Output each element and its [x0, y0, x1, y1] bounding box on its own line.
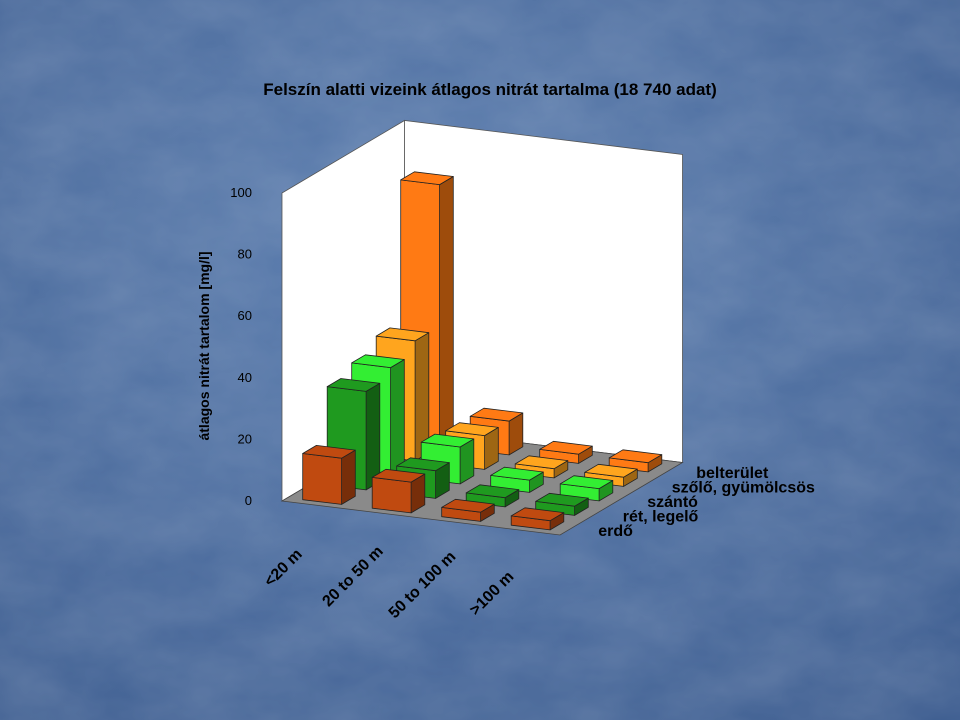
chart-title: Felszín alatti vizeink átlagos nitrát ta…: [263, 80, 717, 99]
bar: [510, 507, 565, 531]
bar: [608, 449, 663, 473]
bar: [514, 455, 569, 479]
bar: [539, 440, 593, 464]
series-label: rét, legelő: [623, 508, 699, 525]
x-tick-label: >100 m: [467, 568, 518, 619]
y-tick-label: 0: [245, 493, 252, 508]
series-label: erdő: [598, 523, 633, 540]
y-tick-label: 80: [238, 247, 252, 262]
x-tick-label: 20 to 50 m: [319, 543, 386, 610]
x-tick-label: 50 to 100 m: [386, 548, 460, 622]
y-tick-label: 20: [238, 431, 252, 446]
x-tick-label: <20 m: [261, 546, 305, 590]
bar: [441, 498, 495, 522]
series-label: szőlő, gyümölcsös: [672, 479, 815, 496]
y-tick-label: 60: [238, 308, 252, 323]
y-tick-label: 40: [238, 370, 252, 385]
series-label: szántó: [647, 494, 698, 511]
y-tick-label: 100: [230, 185, 252, 200]
bar: [302, 444, 356, 505]
y-axis-label: átlagos nitrát tartalom [mg/l]: [196, 251, 212, 441]
bar: [371, 468, 426, 514]
series-label: belterület: [696, 465, 769, 482]
